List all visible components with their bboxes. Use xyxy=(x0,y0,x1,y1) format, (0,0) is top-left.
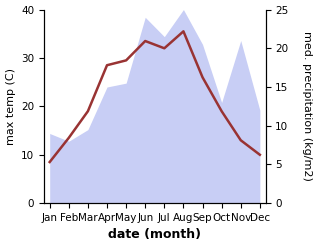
Y-axis label: max temp (C): max temp (C) xyxy=(5,68,16,145)
X-axis label: date (month): date (month) xyxy=(108,228,201,242)
Y-axis label: med. precipitation (kg/m2): med. precipitation (kg/m2) xyxy=(302,31,313,181)
